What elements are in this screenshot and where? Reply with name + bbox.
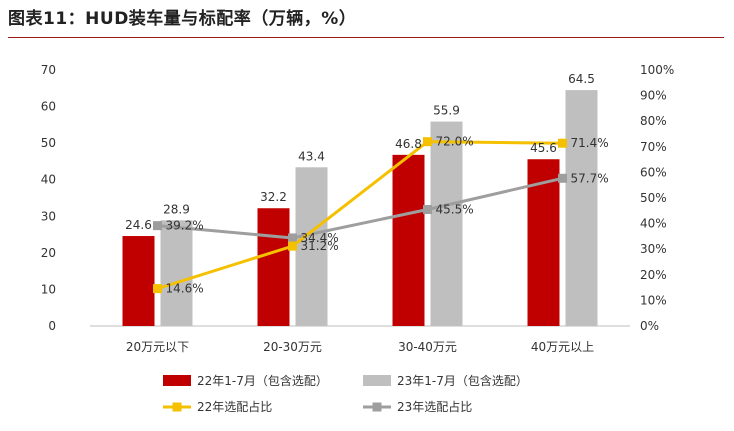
line-23-value-label: 57.7% bbox=[571, 171, 609, 185]
line-22-value-label: 72.0% bbox=[436, 135, 474, 149]
right-axis-tick-label: 10% bbox=[640, 293, 667, 307]
bar-23 bbox=[565, 90, 598, 326]
line-22-value-label: 71.4% bbox=[571, 136, 609, 150]
bar-22 bbox=[392, 154, 425, 326]
line-23-value-label: 34.4% bbox=[301, 231, 339, 245]
bar-23 bbox=[160, 220, 193, 326]
chart-title: 图表11：HUD装车量与标配率（万辆，%） bbox=[8, 9, 357, 29]
line-23-value-label: 39.2% bbox=[166, 219, 204, 233]
bar-22-value-label: 24.6 bbox=[125, 218, 152, 232]
line-22-marker bbox=[288, 241, 297, 251]
x-axis-category-label: 20万元以下 bbox=[126, 340, 189, 354]
legend-label-line-23: 23年选配占比 bbox=[397, 399, 472, 414]
bar-22 bbox=[122, 236, 155, 326]
line-23-marker bbox=[423, 205, 432, 215]
legend-marker-line-22 bbox=[172, 402, 182, 412]
line-23-marker bbox=[153, 221, 162, 231]
left-axis-tick-label: 50 bbox=[41, 136, 56, 150]
legend-label-line-22: 22年选配占比 bbox=[197, 399, 272, 414]
x-axis-category-label: 40万元以上 bbox=[531, 340, 594, 354]
line-22-marker bbox=[558, 138, 567, 148]
bar-23-value-label: 28.9 bbox=[163, 202, 190, 216]
bar-23 bbox=[430, 121, 463, 327]
bar-22-value-label: 45.6 bbox=[530, 141, 557, 155]
right-axis-tick-label: 90% bbox=[640, 89, 667, 103]
legend-swatch-bar-23 bbox=[363, 375, 391, 386]
legend-swatch-bar-22 bbox=[163, 375, 191, 386]
bar-23-value-label: 55.9 bbox=[433, 104, 460, 118]
line-22-marker bbox=[153, 284, 162, 294]
left-axis-tick-label: 30 bbox=[41, 209, 56, 223]
right-axis-tick-label: 0% bbox=[640, 319, 659, 333]
title-divider bbox=[8, 37, 724, 38]
line-22-value-label: 14.6% bbox=[166, 282, 204, 296]
left-axis-tick-label: 70 bbox=[41, 63, 56, 77]
bar-22 bbox=[527, 159, 560, 326]
line-22-value-label: 31.2% bbox=[301, 239, 339, 253]
left-axis-tick-label: 20 bbox=[41, 246, 56, 260]
right-axis-tick-label: 50% bbox=[640, 191, 667, 205]
line-23-line bbox=[157, 176, 563, 240]
right-axis-tick-label: 100% bbox=[640, 63, 674, 77]
left-axis-tick-label: 40 bbox=[41, 173, 56, 187]
bar-22-value-label: 46.8 bbox=[395, 137, 422, 151]
x-axis-category-label: 30-40万元 bbox=[398, 340, 457, 354]
right-axis-tick-label: 80% bbox=[640, 114, 667, 128]
bar-22-value-label: 32.2 bbox=[260, 190, 287, 204]
bar-23-value-label: 64.5 bbox=[568, 72, 595, 86]
right-axis-tick-label: 70% bbox=[640, 140, 667, 154]
bar-22 bbox=[257, 208, 290, 326]
line-22-marker bbox=[423, 137, 432, 147]
legend-label-bar-23: 23年1-7月（包含选配） bbox=[397, 373, 528, 388]
legend-marker-line-23 bbox=[372, 402, 382, 412]
line-23-value-label: 45.5% bbox=[436, 203, 474, 217]
x-axis-category-label: 20-30万元 bbox=[263, 340, 322, 354]
left-axis-tick-label: 10 bbox=[41, 282, 56, 296]
right-axis-tick-label: 30% bbox=[640, 242, 667, 256]
line-23-marker bbox=[288, 233, 297, 243]
left-axis-tick-label: 0 bbox=[48, 319, 56, 333]
bar-23 bbox=[295, 167, 328, 326]
legend-label-bar-22: 22年1-7月（包含选配） bbox=[197, 373, 328, 388]
line-23-marker bbox=[558, 173, 567, 183]
right-axis-tick-label: 60% bbox=[640, 165, 667, 179]
line-22-line bbox=[157, 140, 563, 291]
right-axis-tick-label: 40% bbox=[640, 217, 667, 231]
right-axis-tick-label: 20% bbox=[640, 268, 667, 282]
left-axis-tick-label: 60 bbox=[41, 100, 56, 114]
bar-23-value-label: 43.4 bbox=[298, 149, 325, 163]
